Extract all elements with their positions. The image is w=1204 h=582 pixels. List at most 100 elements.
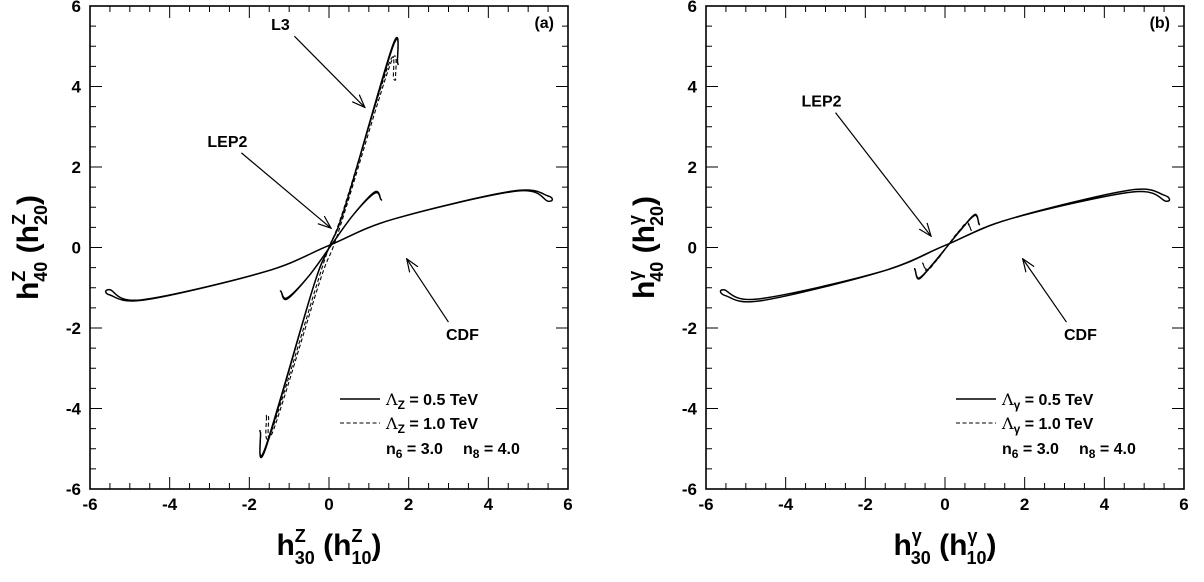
param-symbol: n [386, 441, 396, 458]
y-axis-label-paren-close: ) [12, 195, 45, 205]
x-axis-label-paren-close: ) [372, 529, 382, 562]
y-tick-label: 0 [72, 239, 81, 258]
param-symbol: n [1079, 441, 1089, 458]
y-tick-label: 2 [72, 158, 81, 177]
x-axis-label-paren-sub: 10 [351, 548, 371, 568]
param-sub: 8 [1089, 447, 1096, 461]
y-axis-label-paren-sub: 20 [647, 206, 667, 226]
y-axis-label-sub: 40 [647, 262, 667, 282]
y-axis-label: hγ 40 (hγ 20) [625, 196, 667, 299]
param-symbol: n [463, 441, 473, 458]
x-tick-label: 2 [404, 495, 413, 514]
x-axis-label: hZ 30 (hZ 10) [276, 526, 381, 568]
param-value: = 4.0 [1095, 441, 1136, 458]
contour-cdf-solid [104, 189, 554, 302]
y-tick-label: 6 [72, 0, 81, 16]
annotation-cdf: CDF [446, 327, 479, 344]
y-axis-label-main: h [12, 282, 45, 300]
param-sub: 6 [1012, 447, 1019, 461]
x-axis-label-paren-open: (h [931, 529, 968, 562]
legend-params: n6 = 3.0 n8 = 4.0 [1002, 441, 1136, 461]
y-axis-label-main: h [628, 281, 661, 299]
y-axis-label-paren-sup: γ [625, 215, 645, 225]
x-axis-label-sub: 30 [911, 548, 931, 568]
x-axis-label-paren-sup: Z [351, 526, 362, 546]
annotation-arrow-l3 [293, 35, 364, 107]
y-tick-label: 2 [688, 158, 697, 177]
x-tick-label: -6 [698, 495, 713, 514]
annotation-lep2: LEP2 [207, 134, 247, 151]
contour-lep2-solid [279, 190, 383, 301]
contour-lep2-dashed [922, 222, 972, 272]
x-axis-label-sub: 30 [295, 548, 315, 568]
x-tick-label: -4 [778, 495, 794, 514]
y-tick-label: -6 [682, 480, 697, 499]
annotation-lep2: LEP2 [802, 94, 842, 111]
y-tick-label: -4 [682, 400, 698, 419]
annotation-arrow-lep2 [241, 152, 331, 228]
x-tick-label: 6 [563, 495, 572, 514]
x-axis-label-paren-open: (h [315, 529, 352, 562]
x-axis-label-paren-sup: γ [967, 526, 977, 546]
y-axis-label-paren-sub: 20 [31, 205, 51, 225]
legend-symbol-sub: Z [398, 398, 405, 412]
legend-symbol: Λ [1001, 414, 1014, 433]
param-symbol: n [1002, 441, 1012, 458]
y-axis-label-sub: 40 [31, 262, 51, 282]
param-sub: 8 [473, 447, 480, 461]
param-value: = 4.0 [479, 441, 520, 458]
y-axis-label-sup: γ [625, 271, 645, 281]
legend-value: = 0.5 TeV [405, 392, 478, 409]
x-tick-label: 6 [1179, 495, 1188, 514]
contour-lep2-solid [913, 213, 981, 280]
legend-value: = 1.0 TeV [1020, 416, 1093, 433]
y-axis-label: hZ 40 (hZ 20) [9, 195, 51, 300]
panel-tag: (a) [534, 15, 554, 32]
annotation-cdf: CDF [1064, 327, 1097, 344]
y-tick-label: 6 [688, 0, 697, 16]
x-axis-label-main: h [893, 529, 911, 562]
x-tick-label: 4 [484, 495, 494, 514]
plot-frame [705, 5, 1185, 490]
x-axis-label-paren-close: ) [987, 529, 997, 562]
y-tick-label: -6 [66, 480, 81, 499]
x-axis-label-sup: Z [295, 526, 306, 546]
x-axis-label-paren-sub: 10 [967, 548, 987, 568]
param-value: = 3.0 [1018, 441, 1059, 458]
legend-entry-label: Λγ = 1.0 TeV [1001, 414, 1094, 436]
legend-symbol-sub: Z [398, 422, 405, 436]
legend-value: = 1.0 TeV [405, 416, 478, 433]
x-tick-label: -6 [82, 495, 97, 514]
x-tick-label: -2 [858, 495, 873, 514]
x-tick-label: 0 [324, 495, 333, 514]
legend-symbol-sub: γ [1014, 398, 1021, 412]
y-axis-label-paren-sup: Z [9, 214, 29, 225]
legend-entry-label: ΛZ = 1.0 TeV [385, 414, 478, 436]
legend-params: n6 = 3.0 n8 = 4.0 [386, 441, 520, 461]
legend-value: = 0.5 TeV [1020, 392, 1093, 409]
y-tick-label: -2 [66, 319, 81, 338]
legend-symbol: Λ [385, 390, 398, 409]
legend-entry-label: Λγ = 0.5 TeV [1001, 390, 1094, 412]
y-axis-label-sup: Z [9, 271, 29, 282]
contour-l3-solid [259, 36, 399, 459]
y-axis-label-paren-open: (h [628, 225, 661, 262]
legend-entry-label: ΛZ = 0.5 TeV [385, 390, 478, 412]
x-axis-label: hγ 30 (hγ 10) [893, 526, 996, 568]
y-tick-label: -2 [682, 319, 697, 338]
panel-tag: (b) [1150, 15, 1170, 32]
annotation-l3: L3 [271, 17, 290, 34]
y-axis-label-paren-close: ) [628, 196, 661, 206]
contour-l3-dashed [265, 55, 397, 440]
legend-symbol: Λ [385, 414, 398, 433]
legend-symbol: Λ [1001, 390, 1014, 409]
y-tick-label: -4 [66, 400, 82, 419]
legend-symbol-sub: γ [1014, 422, 1021, 436]
x-tick-label: 0 [940, 495, 949, 514]
x-tick-label: 2 [1020, 495, 1029, 514]
y-axis-label-paren-open: (h [12, 225, 45, 262]
